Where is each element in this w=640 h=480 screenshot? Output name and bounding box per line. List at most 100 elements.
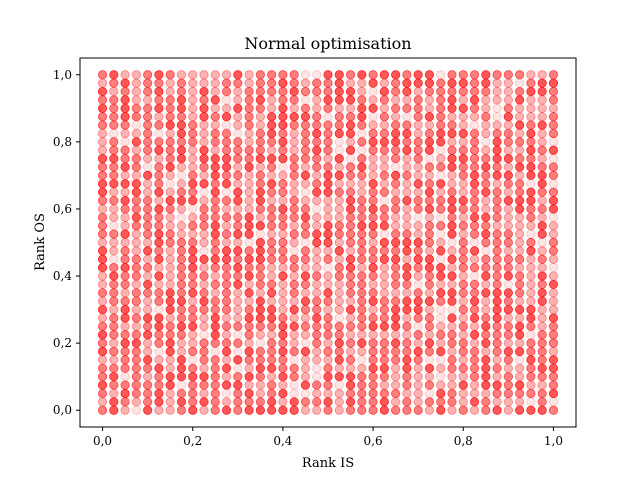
data-point bbox=[210, 321, 220, 331]
data-point bbox=[97, 388, 108, 399]
data-point bbox=[143, 120, 153, 130]
data-point bbox=[548, 212, 559, 222]
data-point bbox=[97, 229, 108, 239]
data-point bbox=[458, 212, 468, 222]
data-point bbox=[334, 405, 344, 415]
data-point bbox=[548, 95, 559, 105]
data-point bbox=[233, 263, 243, 273]
data-point bbox=[357, 212, 367, 222]
data-point bbox=[458, 346, 468, 357]
data-point bbox=[436, 212, 446, 222]
data-point bbox=[176, 112, 187, 122]
data-point bbox=[357, 313, 367, 323]
data-point bbox=[334, 321, 344, 331]
data-point bbox=[131, 355, 141, 365]
data-point bbox=[537, 103, 547, 113]
data-point bbox=[154, 279, 164, 290]
data-point bbox=[267, 128, 277, 139]
data-point bbox=[244, 70, 254, 80]
data-point bbox=[199, 313, 209, 323]
data-point bbox=[515, 254, 525, 264]
data-point bbox=[244, 346, 254, 357]
data-point bbox=[131, 338, 141, 348]
data-point bbox=[154, 237, 164, 248]
data-point bbox=[221, 120, 232, 130]
data-point bbox=[492, 229, 502, 239]
data-point bbox=[244, 78, 254, 88]
data-point bbox=[154, 103, 164, 113]
data-point bbox=[188, 179, 198, 189]
data-point bbox=[233, 372, 243, 382]
data-point bbox=[469, 70, 480, 80]
data-point bbox=[188, 221, 198, 231]
data-point bbox=[289, 296, 299, 306]
data-point bbox=[436, 162, 446, 172]
data-point bbox=[515, 330, 525, 340]
data-point bbox=[515, 86, 525, 97]
data-point bbox=[233, 296, 243, 306]
data-point bbox=[492, 195, 502, 206]
data-point bbox=[300, 212, 311, 222]
data-point bbox=[526, 78, 536, 88]
data-point bbox=[143, 254, 153, 264]
data-point bbox=[492, 128, 502, 139]
data-point bbox=[199, 296, 209, 306]
data-point bbox=[447, 304, 457, 315]
data-point bbox=[379, 170, 389, 181]
data-point bbox=[188, 128, 198, 139]
data-point bbox=[278, 112, 288, 122]
data-point bbox=[379, 355, 389, 365]
data-point bbox=[278, 296, 288, 306]
data-point bbox=[391, 263, 401, 273]
data-point bbox=[221, 187, 232, 197]
data-point bbox=[131, 304, 141, 315]
data-point bbox=[345, 363, 356, 373]
data-point bbox=[503, 246, 513, 256]
data-point bbox=[368, 103, 378, 113]
x-axis: 0,0 0,2 0,4 0,6 0,8 1,0 bbox=[93, 427, 563, 448]
data-point bbox=[368, 179, 378, 189]
data-point bbox=[334, 179, 344, 189]
data-point bbox=[278, 346, 288, 357]
data-point bbox=[503, 388, 513, 399]
data-point bbox=[402, 187, 412, 197]
data-point bbox=[345, 388, 356, 399]
data-point bbox=[131, 187, 141, 197]
data-point bbox=[312, 346, 322, 357]
data-point bbox=[526, 304, 536, 315]
data-point bbox=[300, 355, 311, 365]
data-point bbox=[469, 86, 480, 97]
data-point bbox=[413, 346, 423, 357]
data-point bbox=[210, 388, 220, 399]
data-point bbox=[267, 86, 277, 97]
data-point bbox=[176, 313, 187, 323]
data-point bbox=[176, 154, 187, 164]
data-point bbox=[413, 103, 423, 113]
data-point bbox=[503, 204, 513, 214]
data-point bbox=[244, 162, 254, 172]
data-point bbox=[176, 128, 187, 139]
data-point bbox=[368, 346, 378, 357]
data-point bbox=[402, 212, 412, 222]
data-point bbox=[176, 120, 187, 130]
data-point bbox=[120, 212, 130, 222]
data-point bbox=[447, 179, 457, 189]
data-point bbox=[413, 288, 423, 298]
data-point bbox=[267, 187, 277, 197]
data-point bbox=[233, 145, 243, 155]
data-point bbox=[278, 271, 288, 281]
data-point bbox=[424, 313, 435, 323]
data-point bbox=[323, 346, 333, 357]
data-point bbox=[481, 405, 491, 415]
data-point bbox=[267, 103, 277, 113]
data-point bbox=[312, 304, 322, 315]
data-point bbox=[469, 145, 480, 155]
data-point bbox=[143, 179, 153, 189]
data-point bbox=[300, 170, 311, 181]
data-point bbox=[278, 372, 288, 382]
data-point bbox=[447, 204, 457, 214]
data-point bbox=[120, 279, 130, 290]
data-point bbox=[97, 78, 108, 88]
data-point bbox=[300, 304, 311, 315]
data-point bbox=[481, 212, 491, 222]
